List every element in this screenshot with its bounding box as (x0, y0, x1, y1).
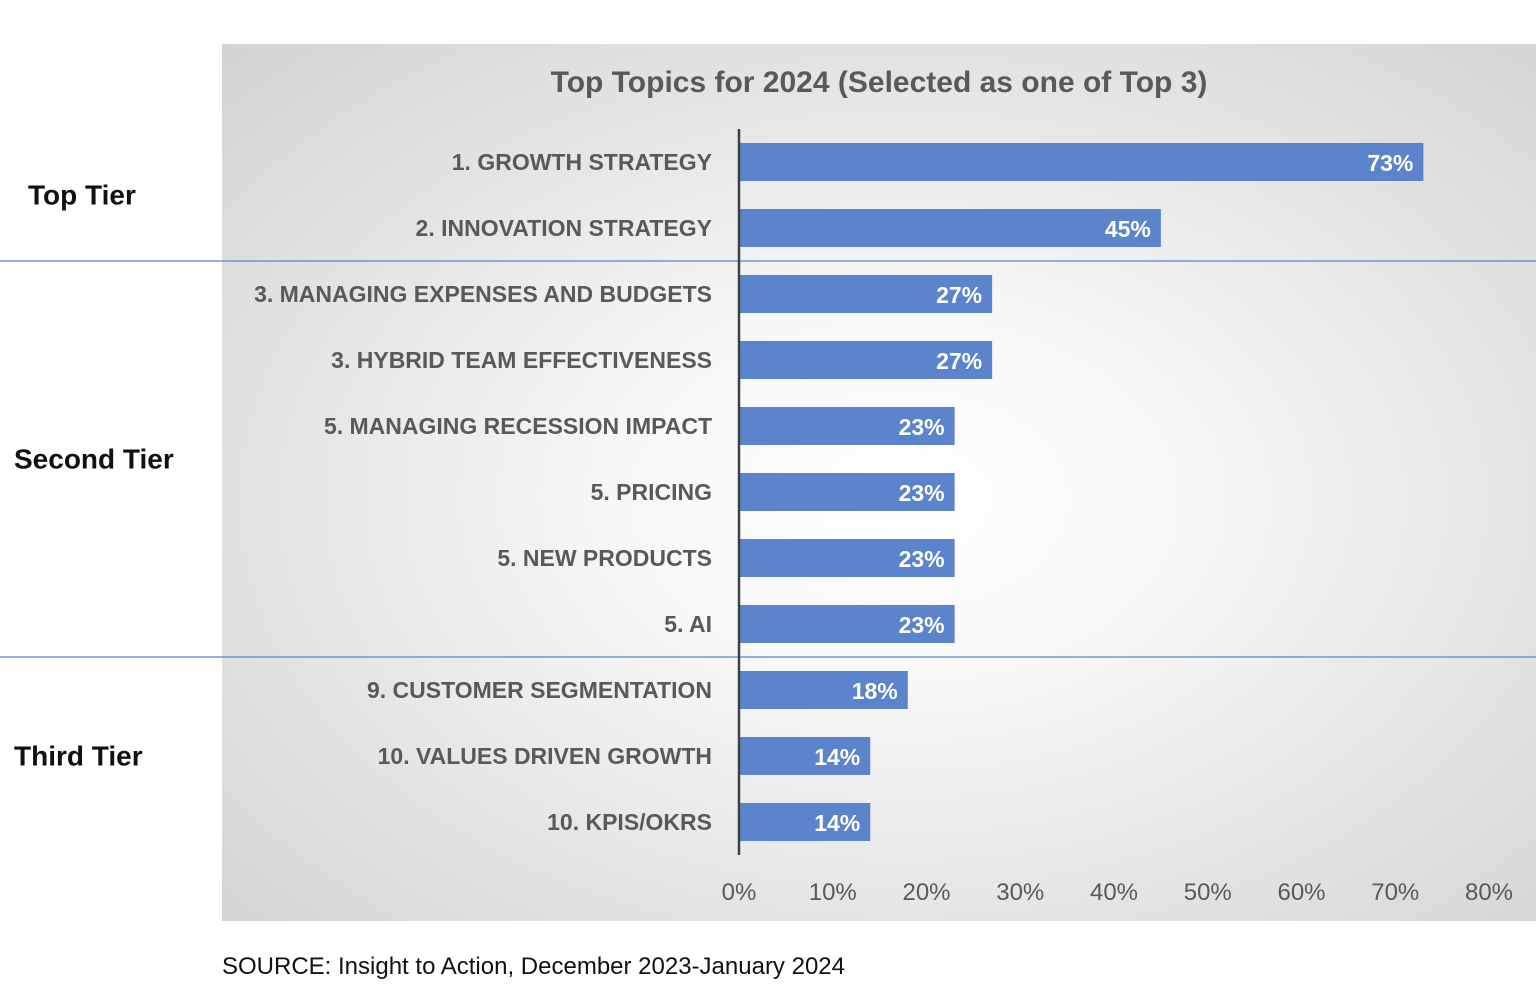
bar (739, 209, 1161, 247)
x-tick-label: 50% (1184, 879, 1232, 906)
category-label: 5. PRICING (591, 479, 712, 505)
bar (739, 473, 955, 511)
category-label: 5. MANAGING RECESSION IMPACT (324, 413, 712, 439)
category-label: 2. INNOVATION STRATEGY (416, 215, 712, 241)
category-label: 3. HYBRID TEAM EFFECTIVENESS (331, 347, 712, 373)
category-label: 10. KPIS/OKRS (547, 809, 712, 835)
x-tick-label: 0% (722, 879, 757, 906)
x-tick-label: 80% (1465, 879, 1513, 906)
bar (739, 143, 1424, 181)
category-label: 5. NEW PRODUCTS (497, 545, 712, 571)
bar (739, 803, 871, 841)
source-note: SOURCE: Insight to Action, December 2023… (222, 953, 845, 980)
value-label: 45% (1105, 216, 1151, 242)
bar (739, 407, 955, 445)
value-label: 14% (814, 810, 860, 836)
x-tick-label: 30% (996, 879, 1044, 906)
tier-label: Top Tier (28, 180, 136, 211)
category-label: 1. GROWTH STRATEGY (452, 149, 712, 175)
tier-label: Third Tier (14, 741, 143, 772)
tier-label: Second Tier (14, 444, 174, 475)
value-label: 23% (899, 480, 945, 506)
bar (739, 737, 871, 775)
bar (739, 671, 908, 709)
bar (739, 539, 955, 577)
category-label: 10. VALUES DRIVEN GROWTH (378, 743, 712, 769)
value-labels: 73% 45% 27% 27% 23% 23% 23% 23% 18% 14% 14% (814, 150, 1413, 836)
category-label: 5. AI (664, 611, 712, 637)
category-labels: 1. GROWTH STRATEGY 2. INNOVATION STRATEGY… (254, 149, 712, 835)
x-tick-label: 70% (1371, 879, 1419, 906)
x-tick-label: 20% (902, 879, 950, 906)
x-tick-label: 10% (809, 879, 857, 906)
x-axis-ticks: 0% 10% 20% 30% 40% 50% 60% 70% 80% (722, 879, 1513, 906)
category-label: 9. CUSTOMER SEGMENTATION (367, 677, 712, 703)
x-tick-label: 40% (1090, 879, 1138, 906)
value-label: 23% (899, 612, 945, 638)
value-label: 23% (899, 414, 945, 440)
value-label: 27% (936, 282, 982, 308)
x-tick-label: 60% (1277, 879, 1325, 906)
value-label: 27% (936, 348, 982, 374)
bars (739, 143, 1424, 841)
value-label: 14% (814, 744, 860, 770)
value-label: 23% (899, 546, 945, 572)
category-label: 3. MANAGING EXPENSES AND BUDGETS (254, 281, 712, 307)
bar (739, 605, 955, 643)
tier-labels: Top Tier Second Tier Third Tier (14, 180, 174, 772)
chart-title: Top Topics for 2024 (Selected as one of … (551, 66, 1208, 99)
value-label: 18% (852, 678, 898, 704)
bar (739, 275, 993, 313)
value-label: 73% (1367, 150, 1413, 176)
bar (739, 341, 993, 379)
tier-dividers (0, 260, 1536, 658)
